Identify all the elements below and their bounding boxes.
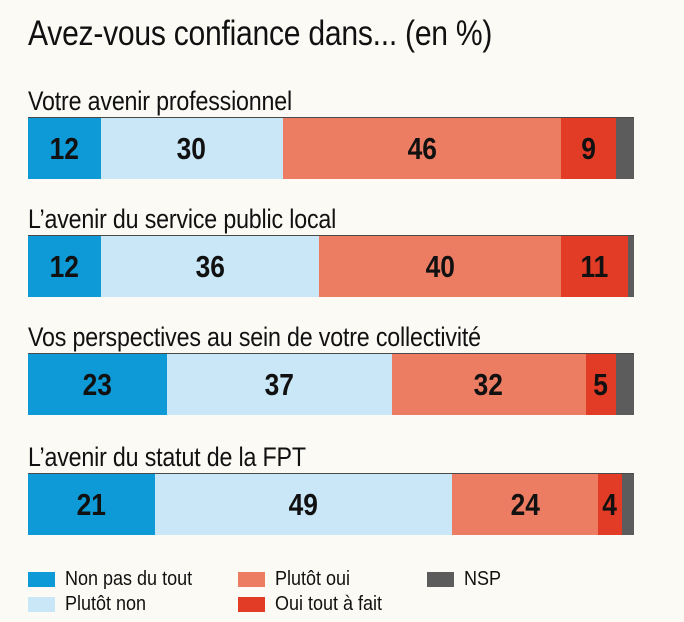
legend-swatch bbox=[238, 597, 265, 612]
legend-label: Plutôt non bbox=[65, 593, 147, 615]
data-label: 9 bbox=[581, 130, 596, 166]
legend-swatch bbox=[427, 572, 454, 587]
category-label: L’avenir du service public local bbox=[28, 204, 337, 234]
legend-item: Plutôt oui bbox=[238, 568, 358, 591]
bar-segment: 32 bbox=[391, 354, 586, 415]
bar-segment: 24 bbox=[452, 474, 598, 535]
bar-segment: 4 bbox=[597, 474, 622, 535]
data-label: 32 bbox=[473, 366, 504, 402]
data-label: 12 bbox=[49, 248, 80, 284]
data-label: 12 bbox=[49, 130, 80, 166]
bar-segment: 46 bbox=[282, 118, 562, 179]
bar-segment: 30 bbox=[100, 118, 283, 179]
legend-item: Non pas du tout bbox=[28, 568, 206, 591]
data-label: 21 bbox=[76, 486, 107, 522]
bar-track: 23 37 32 5 bbox=[28, 354, 634, 415]
legend-swatch bbox=[238, 572, 265, 587]
category-label: Votre avenir professionnel bbox=[28, 86, 293, 116]
bar-segment: 37 bbox=[167, 354, 392, 415]
bar-segment: 23 bbox=[28, 354, 168, 415]
data-label: 5 bbox=[593, 366, 608, 402]
data-label: 40 bbox=[425, 248, 455, 284]
bar-segment: 49 bbox=[155, 474, 453, 535]
bar-segment bbox=[615, 354, 634, 415]
bar-segment bbox=[627, 236, 634, 297]
bar-segment: 12 bbox=[28, 118, 101, 179]
data-label: 23 bbox=[83, 366, 113, 402]
legend-swatch bbox=[28, 597, 55, 612]
data-label: 36 bbox=[195, 248, 225, 284]
bar-track: 12 30 46 9 bbox=[28, 118, 634, 179]
bar-segment: 36 bbox=[100, 236, 319, 297]
bar-segment: 12 bbox=[28, 236, 101, 297]
data-label: 37 bbox=[264, 366, 295, 402]
data-label: 11 bbox=[580, 248, 609, 284]
legend-label: NSP bbox=[464, 568, 502, 590]
legend-item: Plutôt non bbox=[28, 593, 155, 616]
bar-segment: 5 bbox=[585, 354, 616, 415]
data-label: 30 bbox=[176, 130, 207, 166]
legend-label: Oui tout à fait bbox=[275, 593, 383, 615]
bar-segment: 21 bbox=[28, 474, 156, 535]
category-label: L’avenir du statut de la FPT bbox=[28, 442, 306, 472]
bar-segment: 11 bbox=[561, 236, 628, 297]
data-label: 46 bbox=[407, 130, 437, 166]
data-label: 24 bbox=[510, 486, 540, 522]
bar-track: 21 49 24 4 bbox=[28, 474, 634, 535]
bar-track: 12 36 40 11 bbox=[28, 236, 634, 297]
data-label: 49 bbox=[289, 486, 319, 522]
legend-label: Plutôt oui bbox=[275, 568, 351, 590]
chart-title: Avez-vous confiance dans... (en %) bbox=[28, 14, 493, 53]
legend-item: NSP bbox=[427, 568, 505, 591]
legend-item: Oui tout à fait bbox=[238, 593, 394, 616]
data-label: 4 bbox=[602, 486, 618, 522]
bar-segment: 9 bbox=[561, 118, 616, 179]
bar-segment bbox=[615, 118, 634, 179]
bar-segment: 40 bbox=[318, 236, 562, 297]
bar-segment bbox=[621, 474, 634, 535]
legend-swatch bbox=[28, 572, 55, 587]
legend-label: Non pas du tout bbox=[65, 568, 193, 590]
category-label: Vos perspectives au sein de votre collec… bbox=[28, 322, 481, 352]
